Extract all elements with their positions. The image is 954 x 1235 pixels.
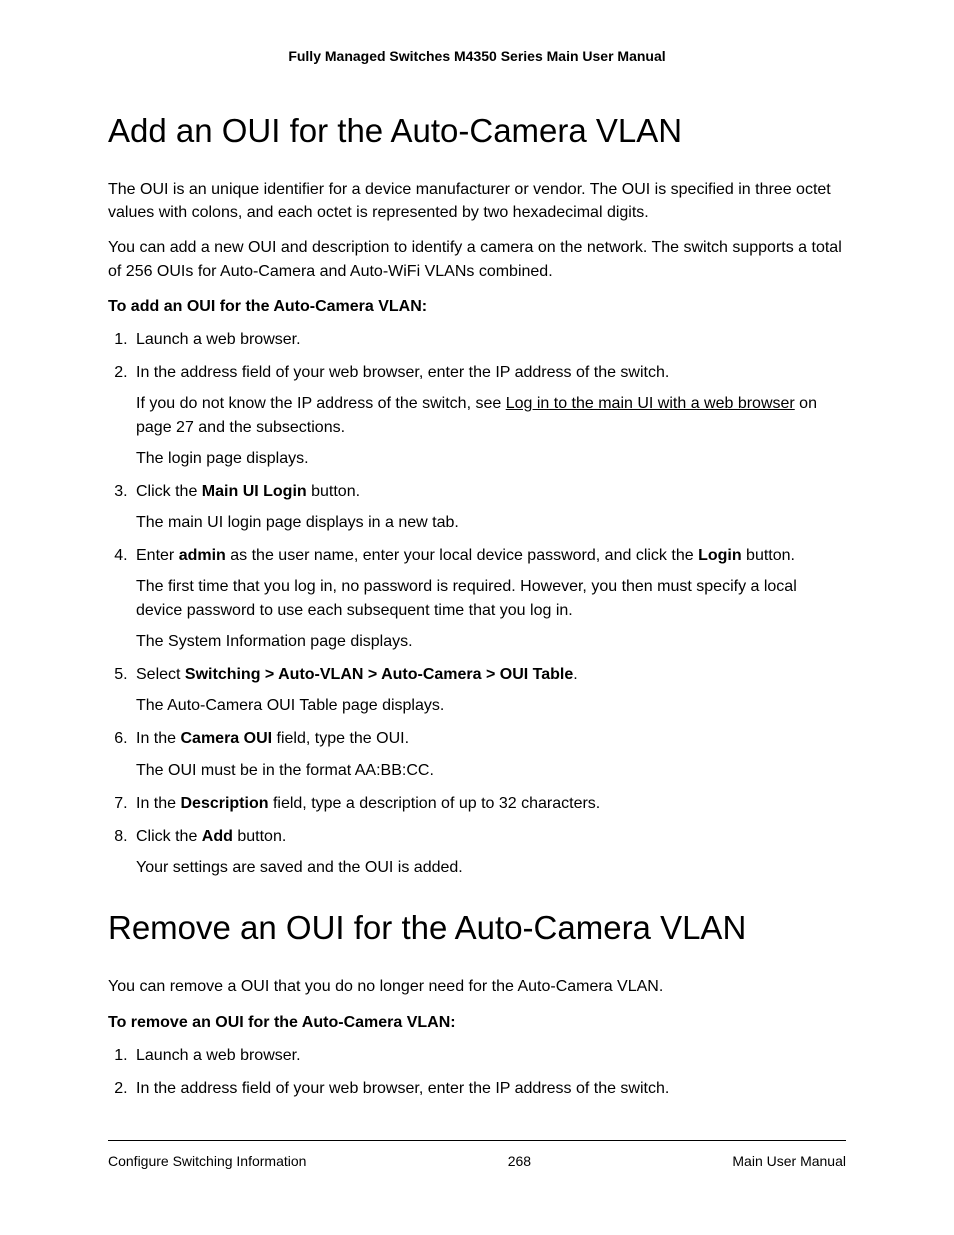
procedure-list-1: Launch a web browser. In the address fie… (108, 328, 846, 879)
procedure-list-2: Launch a web browser. In the address fie… (108, 1044, 846, 1100)
step-4: Enter admin as the user name, enter your… (132, 544, 846, 653)
step-7: In the Description field, type a descrip… (132, 792, 846, 815)
step-7-bold: Description (180, 795, 268, 812)
step-2-sub-b: The login page displays. (136, 447, 846, 470)
step-3-sub: The main UI login page displays in a new… (136, 511, 846, 534)
step-2-text: In the address field of your web browser… (136, 364, 669, 381)
step-2a-pre: If you do not know the IP address of the… (136, 395, 506, 412)
footer-left: Configure Switching Information (108, 1153, 306, 1169)
s2-step-2: In the address field of your web browser… (132, 1077, 846, 1100)
step-2: In the address field of your web browser… (132, 361, 846, 470)
step-4-mid: as the user name, enter your local devic… (226, 547, 698, 564)
procedure-title-2: To remove an OUI for the Auto-Camera VLA… (108, 1011, 846, 1034)
step-4-pre: Enter (136, 547, 179, 564)
step-8-post: button. (233, 828, 286, 845)
step-5-pre: Select (136, 666, 185, 683)
step-8-sub: Your settings are saved and the OUI is a… (136, 856, 846, 879)
step-7-post: field, type a description of up to 32 ch… (269, 795, 601, 812)
step-3-bold: Main UI Login (202, 483, 307, 500)
intro-paragraph-1: The OUI is an unique identifier for a de… (108, 178, 846, 224)
page-footer: Configure Switching Information 268 Main… (108, 1140, 846, 1169)
step-3-post: button. (307, 483, 360, 500)
step-4-post: button. (742, 547, 795, 564)
login-link[interactable]: Log in to the main UI with a web browser (506, 395, 795, 412)
step-6-sub: The OUI must be in the format AA:BB:CC. (136, 759, 846, 782)
step-4-sub-a: The first time that you log in, no passw… (136, 575, 846, 621)
section2-intro: You can remove a OUI that you do no long… (108, 975, 846, 998)
footer-page-number: 268 (306, 1153, 732, 1169)
step-5-post: . (573, 666, 577, 683)
intro-paragraph-2: You can add a new OUI and description to… (108, 236, 846, 282)
step-6-bold: Camera OUI (180, 730, 272, 747)
step-5: Select Switching > Auto-VLAN > Auto-Came… (132, 663, 846, 717)
step-8-pre: Click the (136, 828, 202, 845)
step-6-pre: In the (136, 730, 180, 747)
footer-right: Main User Manual (732, 1153, 846, 1169)
step-5-sub: The Auto-Camera OUI Table page displays. (136, 694, 846, 717)
step-4-sub-b: The System Information page displays. (136, 630, 846, 653)
s2-step-1: Launch a web browser. (132, 1044, 846, 1067)
step-4-bold-2: Login (698, 547, 742, 564)
step-8: Click the Add button. Your settings are … (132, 825, 846, 879)
section1-heading: Add an OUI for the Auto-Camera VLAN (108, 112, 846, 150)
step-1: Launch a web browser. (132, 328, 846, 351)
page-header: Fully Managed Switches M4350 Series Main… (108, 48, 846, 64)
procedure-title-1: To add an OUI for the Auto-Camera VLAN: (108, 295, 846, 318)
step-3-pre: Click the (136, 483, 202, 500)
step-2-sub-a: If you do not know the IP address of the… (136, 392, 846, 438)
step-4-bold-1: admin (179, 547, 226, 564)
step-3: Click the Main UI Login button. The main… (132, 480, 846, 534)
section2-heading: Remove an OUI for the Auto-Camera VLAN (108, 909, 846, 947)
step-7-pre: In the (136, 795, 180, 812)
step-8-bold: Add (202, 828, 233, 845)
step-6: In the Camera OUI field, type the OUI. T… (132, 727, 846, 781)
step-5-bold: Switching > Auto-VLAN > Auto-Camera > OU… (185, 666, 573, 683)
step-6-post: field, type the OUI. (272, 730, 409, 747)
